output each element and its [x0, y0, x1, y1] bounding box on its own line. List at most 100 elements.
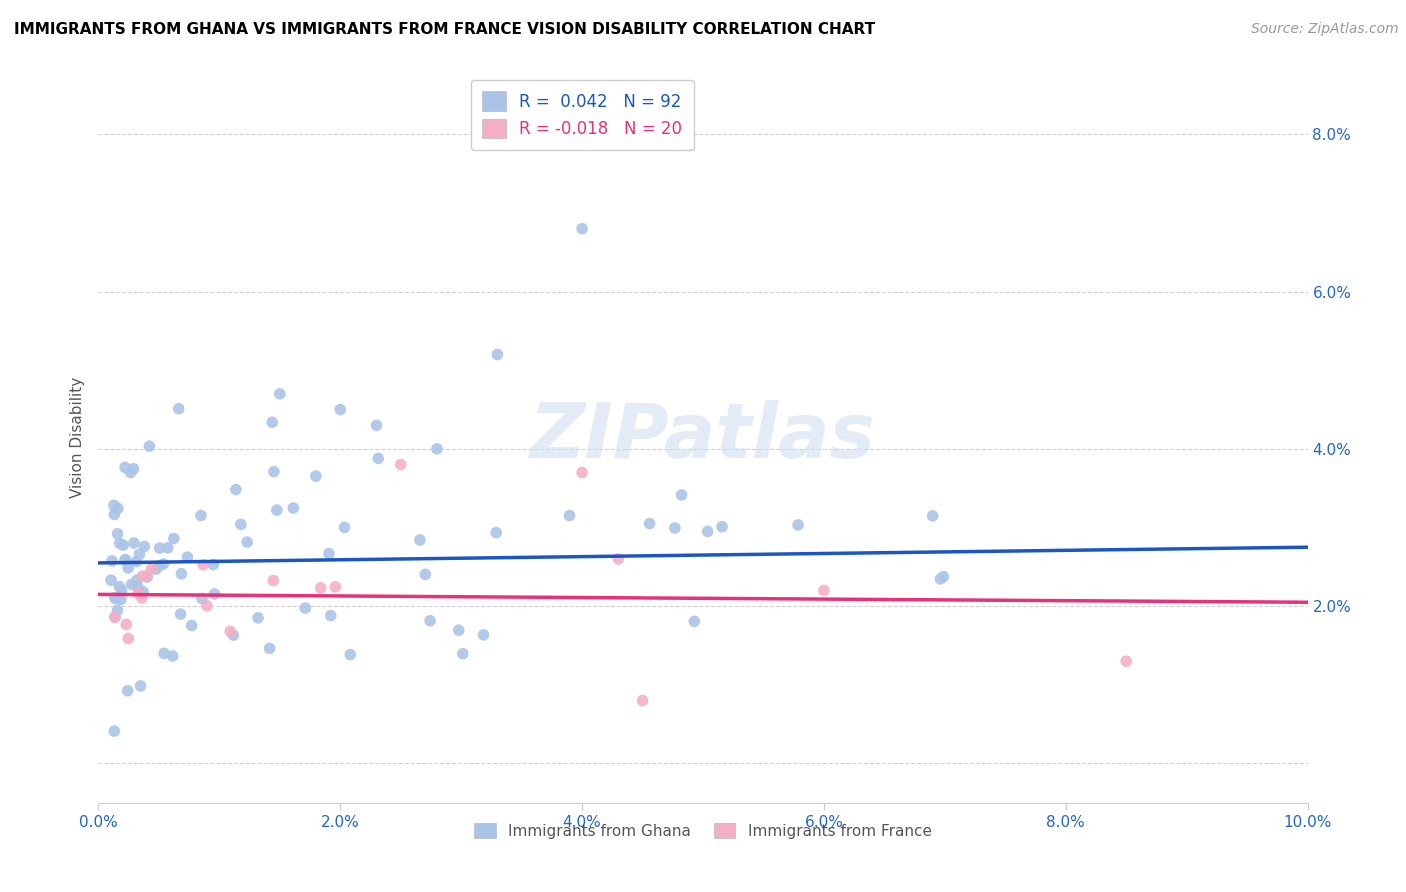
Point [558, 508, 581, 523]
Point [170, 566, 193, 581]
Point [104, 610, 127, 624]
Point [269, 387, 291, 401]
Point [103, 508, 125, 522]
Point [571, 221, 593, 235]
Point [125, 573, 148, 587]
Point [153, 646, 176, 660]
Point [259, 641, 281, 656]
Point [152, 557, 174, 571]
Point [486, 347, 509, 361]
Point [145, 562, 167, 576]
Point [932, 569, 955, 583]
Point [266, 503, 288, 517]
Point [229, 517, 252, 532]
Point [100, 573, 122, 587]
Point [131, 569, 153, 583]
Point [190, 508, 212, 523]
Legend: Immigrants from Ghana, Immigrants from France: Immigrants from Ghana, Immigrants from F… [467, 815, 939, 847]
Point [339, 648, 361, 662]
Point [472, 628, 495, 642]
Point [163, 532, 186, 546]
Point [711, 520, 734, 534]
Point [167, 401, 190, 416]
Point [319, 608, 342, 623]
Point [112, 538, 135, 552]
Point [107, 526, 129, 541]
Point [128, 547, 150, 561]
Point [329, 402, 352, 417]
Point [571, 466, 593, 480]
Text: ZIPatlas: ZIPatlas [530, 401, 876, 474]
Point [638, 516, 661, 531]
Point [202, 558, 225, 572]
Point [419, 614, 441, 628]
Point [136, 570, 159, 584]
Point [110, 583, 132, 598]
Point [162, 648, 184, 663]
Point [664, 521, 686, 535]
Point [447, 624, 470, 638]
Point [131, 591, 153, 605]
Point [107, 603, 129, 617]
Point [236, 535, 259, 549]
Point [787, 517, 810, 532]
Point [309, 581, 332, 595]
Point [366, 418, 388, 433]
Point [169, 607, 191, 621]
Point [148, 541, 170, 555]
Point [204, 587, 226, 601]
Point [120, 466, 142, 480]
Point [117, 561, 139, 575]
Point [156, 541, 179, 555]
Point [325, 580, 347, 594]
Point [283, 501, 305, 516]
Point [294, 601, 316, 615]
Point [120, 577, 142, 591]
Point [219, 624, 242, 639]
Text: Source: ZipAtlas.com: Source: ZipAtlas.com [1251, 22, 1399, 37]
Y-axis label: Vision Disability: Vision Disability [70, 376, 86, 498]
Point [451, 647, 474, 661]
Point [262, 574, 284, 588]
Point [180, 618, 202, 632]
Point [671, 488, 693, 502]
Point [305, 469, 328, 483]
Point [225, 483, 247, 497]
Point [132, 584, 155, 599]
Point [125, 555, 148, 569]
Point [141, 562, 163, 576]
Point [104, 591, 127, 605]
Point [138, 439, 160, 453]
Point [122, 461, 145, 475]
Point [127, 586, 149, 600]
Point [813, 583, 835, 598]
Point [107, 501, 129, 516]
Point [1115, 654, 1137, 668]
Point [110, 592, 132, 607]
Point [114, 460, 136, 475]
Point [367, 451, 389, 466]
Point [247, 611, 270, 625]
Point [127, 580, 149, 594]
Point [114, 552, 136, 566]
Point [115, 617, 138, 632]
Point [222, 628, 245, 642]
Point [103, 724, 125, 739]
Point [263, 465, 285, 479]
Point [607, 552, 630, 566]
Text: IMMIGRANTS FROM GHANA VS IMMIGRANTS FROM FRANCE VISION DISABILITY CORRELATION CH: IMMIGRANTS FROM GHANA VS IMMIGRANTS FROM… [14, 22, 875, 37]
Point [195, 599, 218, 613]
Point [108, 580, 131, 594]
Point [683, 615, 706, 629]
Point [114, 553, 136, 567]
Point [134, 540, 156, 554]
Point [191, 591, 214, 606]
Point [101, 554, 124, 568]
Point [122, 536, 145, 550]
Point [117, 632, 139, 646]
Point [191, 558, 214, 572]
Point [426, 442, 449, 456]
Point [176, 550, 198, 565]
Point [148, 559, 170, 574]
Point [104, 610, 127, 624]
